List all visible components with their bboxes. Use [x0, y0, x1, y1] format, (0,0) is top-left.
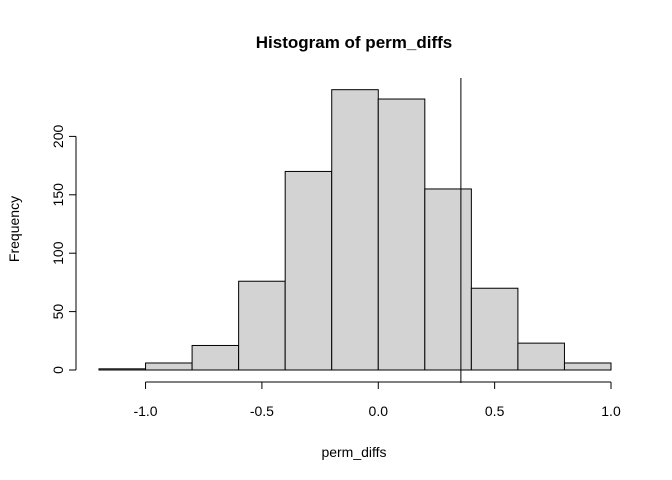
- histogram-bar-3: [238, 280, 286, 371]
- y-tick-label: 50: [50, 304, 66, 320]
- x-tick-label: 0.5: [485, 403, 505, 419]
- y-tick-label: 150: [50, 183, 66, 207]
- histogram-bar-4: [284, 170, 333, 371]
- histogram-bar-7: [424, 188, 472, 371]
- histogram-bar-2: [191, 344, 240, 371]
- x-tick-label: -0.5: [250, 403, 274, 419]
- histogram-bar-10: [563, 362, 612, 371]
- histogram-bar-6: [377, 98, 426, 371]
- histogram-bar-5: [331, 89, 379, 371]
- y-tick-label: 200: [50, 125, 66, 149]
- x-tick-label: 0.0: [369, 403, 389, 419]
- y-axis-label: Frequency: [6, 196, 22, 262]
- bars-group: [98, 89, 612, 371]
- y-tick-label: 100: [50, 241, 66, 265]
- x-axis: -1.0 -0.5 0.0 0.5 1.0: [133, 381, 621, 419]
- histogram-bar-9: [517, 342, 565, 371]
- histogram-bar-1: [145, 362, 193, 371]
- histogram-bar-0: [98, 368, 147, 371]
- x-tick-label: -1.0: [133, 403, 157, 419]
- y-axis: 0 50 100 150 200: [50, 125, 77, 374]
- histogram-bar-8: [470, 287, 519, 371]
- x-tick-label: 1.0: [601, 403, 621, 419]
- y-tick-label: 0: [50, 366, 66, 374]
- x-axis-label: perm_diffs: [321, 444, 386, 460]
- chart-title: Histogram of perm_diffs: [256, 33, 452, 52]
